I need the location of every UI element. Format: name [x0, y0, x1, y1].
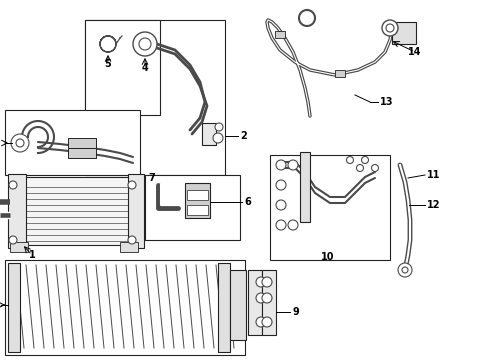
Circle shape [402, 267, 408, 273]
Text: 1: 1 [28, 250, 35, 260]
Bar [120, 242, 138, 252]
Circle shape [128, 181, 136, 189]
Circle shape [256, 293, 266, 303]
Circle shape [382, 20, 398, 36]
Circle shape [213, 133, 223, 143]
Circle shape [262, 293, 272, 303]
Circle shape [398, 263, 412, 277]
Circle shape [128, 236, 136, 244]
Circle shape [9, 236, 17, 244]
Bar [68, 138, 96, 148]
Circle shape [346, 157, 353, 163]
Text: 10: 10 [321, 252, 335, 262]
Bar [300, 152, 310, 222]
Text: 4: 4 [142, 63, 148, 73]
Bar [8, 174, 26, 248]
Bar [392, 22, 416, 44]
Circle shape [276, 200, 286, 210]
Circle shape [16, 139, 24, 147]
Text: 2: 2 [240, 131, 247, 141]
Circle shape [11, 134, 29, 152]
Bar [248, 270, 262, 335]
Bar [5, 110, 140, 175]
Bar [12, 177, 132, 245]
Bar [262, 270, 276, 335]
Circle shape [262, 277, 272, 287]
Bar [218, 263, 230, 352]
Bar [230, 270, 246, 340]
Circle shape [357, 165, 364, 171]
Text: 6: 6 [244, 197, 251, 207]
Text: 12: 12 [427, 200, 441, 210]
Text: 9: 9 [292, 307, 299, 317]
Bar [187, 205, 208, 215]
Bar [187, 190, 208, 200]
Bar [275, 31, 285, 38]
Circle shape [139, 38, 151, 50]
Circle shape [371, 165, 378, 171]
Bar [85, 20, 225, 175]
Circle shape [9, 181, 17, 189]
Bar [185, 183, 210, 218]
Circle shape [362, 157, 368, 163]
Circle shape [276, 220, 286, 230]
Circle shape [256, 317, 266, 327]
Bar [5, 260, 245, 355]
Circle shape [262, 317, 272, 327]
Circle shape [256, 277, 266, 287]
Circle shape [276, 160, 286, 170]
Bar [335, 70, 345, 77]
Bar [128, 174, 144, 248]
Circle shape [288, 160, 298, 170]
Bar [202, 123, 216, 145]
Circle shape [386, 24, 394, 32]
Text: 14: 14 [408, 47, 422, 57]
Text: 11: 11 [427, 170, 441, 180]
Text: 7: 7 [148, 173, 155, 183]
Circle shape [133, 32, 157, 56]
Bar [145, 175, 240, 240]
Bar [68, 148, 96, 158]
Circle shape [288, 220, 298, 230]
Text: 13: 13 [380, 97, 393, 107]
Bar [85, 20, 160, 115]
Circle shape [215, 123, 223, 131]
Circle shape [276, 180, 286, 190]
Bar [8, 263, 20, 352]
Bar [10, 242, 28, 252]
Text: 5: 5 [105, 59, 111, 69]
Bar [270, 155, 390, 260]
